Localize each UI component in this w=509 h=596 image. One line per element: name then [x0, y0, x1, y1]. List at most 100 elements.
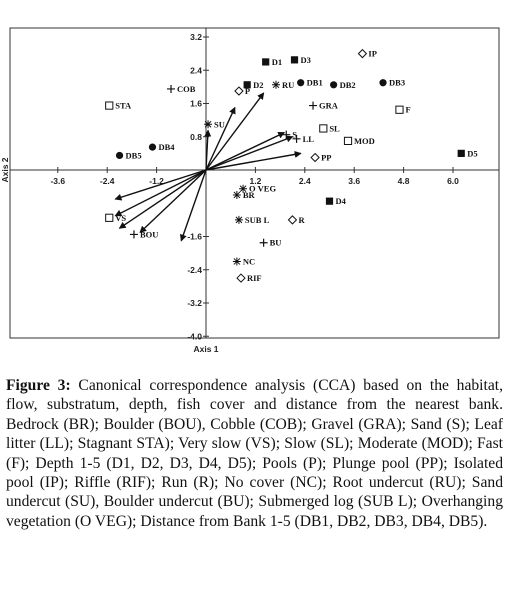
- y-tick-label: 3.2: [190, 32, 202, 42]
- point-mod-label: MOD: [354, 136, 375, 146]
- point-bou: [129, 230, 138, 239]
- vector-arrow: [179, 169, 207, 242]
- point-mod: [343, 136, 353, 146]
- x-tick-label: 6.0: [447, 176, 459, 186]
- point-d3: [290, 56, 299, 64]
- point-nc-label: NC: [243, 256, 255, 266]
- y-tick-label: 1.6: [190, 99, 202, 109]
- point-ru: [271, 80, 280, 89]
- point-r-label: R: [298, 215, 305, 225]
- point-ru-label: RU: [282, 80, 294, 90]
- point-cob: [167, 84, 176, 93]
- vector-arrow: [139, 169, 207, 234]
- point-d4-label: D4: [336, 196, 347, 206]
- point-db1: [297, 79, 305, 87]
- y-tick-label: 0.8: [190, 132, 202, 142]
- point-f-label: F: [405, 105, 410, 115]
- point-ll-label: LL: [303, 134, 315, 144]
- point-pp-label: PP: [321, 153, 331, 163]
- point-d1-label: D1: [272, 57, 282, 67]
- point-p-label: P: [245, 86, 250, 96]
- point-sta: [105, 101, 114, 110]
- point-db3-label: DB3: [389, 78, 405, 88]
- vector-arrow: [205, 92, 265, 171]
- vector-arrow: [205, 150, 302, 171]
- point-o-veg: [239, 184, 248, 193]
- x-tick-label: -3.6: [50, 176, 65, 186]
- point-db4-label: DB4: [158, 142, 175, 152]
- point-sub-l: [234, 215, 243, 224]
- point-db2-label: DB2: [340, 80, 356, 90]
- point-nc: [232, 257, 241, 266]
- point-gra-label: GRA: [319, 101, 339, 111]
- point-db1-label: DB1: [307, 78, 323, 88]
- plot-frame: [9, 27, 500, 339]
- point-d5: [457, 149, 465, 157]
- point-s: [282, 130, 291, 139]
- x-tick-label: 4.8: [398, 176, 410, 186]
- point-bu-label: BU: [270, 238, 282, 248]
- point-sl: [319, 124, 328, 133]
- y-tick-label: -4.0: [187, 331, 202, 341]
- point-db5: [115, 151, 124, 160]
- vector-arrow: [205, 131, 286, 171]
- point-su: [204, 120, 213, 129]
- point-s-label: S: [292, 130, 297, 140]
- point-cob-label: COB: [177, 84, 196, 94]
- point-d2-label: D2: [253, 80, 263, 90]
- point-sub-l-label: SUB L: [245, 215, 270, 225]
- point-su-label: SU: [214, 119, 225, 129]
- vector-arrow: [114, 169, 207, 217]
- figure-caption: Figure 3: Canonical correspondence analy…: [6, 376, 503, 531]
- point-rif-label: RIF: [247, 273, 262, 283]
- y-tick-label: -1.6: [187, 232, 202, 242]
- x-tick-label: -2.4: [100, 176, 115, 186]
- point-db5-label: DB5: [126, 150, 142, 160]
- point-ip: [357, 48, 368, 59]
- point-db2: [330, 81, 338, 89]
- point-rif: [236, 273, 246, 283]
- point-ip-label: IP: [368, 49, 377, 59]
- point-db3: [379, 79, 387, 87]
- y-tick-label: -3.2: [187, 298, 202, 308]
- point-br-label: BR: [243, 190, 256, 200]
- x-tick-label: -1.2: [149, 176, 164, 186]
- point-vs-label: VS: [115, 213, 126, 223]
- cca-biplot: -3.6 -2.4 -1.2 1.2 2.4 3.6 4.8 6.0 3.2 2.4 1.6 0.8 -…: [0, 27, 500, 354]
- point-o-veg-label: O VEG: [249, 184, 276, 194]
- y-axis-title: Axis 2: [0, 157, 10, 182]
- point-d2: [243, 81, 251, 89]
- caption-label: Figure 3:: [6, 377, 71, 394]
- caption-text: Canonical correspondence analysis (CCA) …: [6, 377, 504, 530]
- point-bu: [259, 238, 268, 247]
- x-tick-label: 1.2: [249, 176, 261, 186]
- point-br: [232, 190, 241, 199]
- y-tick-label: -2.4: [187, 265, 202, 275]
- point-sl-label: SL: [329, 123, 340, 133]
- point-d4: [325, 197, 334, 205]
- point-bou-label: BOU: [140, 229, 158, 239]
- point-db4: [148, 143, 157, 151]
- data-points: [105, 48, 465, 283]
- point-d5-label: D5: [467, 148, 477, 158]
- point-pp: [310, 152, 320, 163]
- point-f: [395, 105, 404, 114]
- point-ll: [292, 134, 301, 143]
- point-vs: [105, 213, 114, 222]
- vector-arrow: [114, 169, 207, 201]
- y-tick-label: 2.4: [190, 65, 202, 75]
- point-r: [287, 215, 298, 225]
- axes: -3.6 -2.4 -1.2 1.2 2.4 3.6 4.8 6.0 3.2 2.4 1.6 0.8 -…: [0, 27, 500, 354]
- x-tick-label: 3.6: [348, 176, 360, 186]
- point-p: [234, 86, 244, 96]
- x-tick-label: 2.4: [299, 176, 311, 186]
- vector-arrows: [114, 92, 302, 242]
- vector-arrow: [204, 129, 212, 171]
- point-d1: [262, 58, 270, 66]
- vector-arrow: [205, 135, 294, 171]
- point-sta-label: STA: [115, 101, 132, 111]
- x-axis-title: Axis 1: [193, 344, 218, 354]
- vector-arrow: [118, 169, 207, 229]
